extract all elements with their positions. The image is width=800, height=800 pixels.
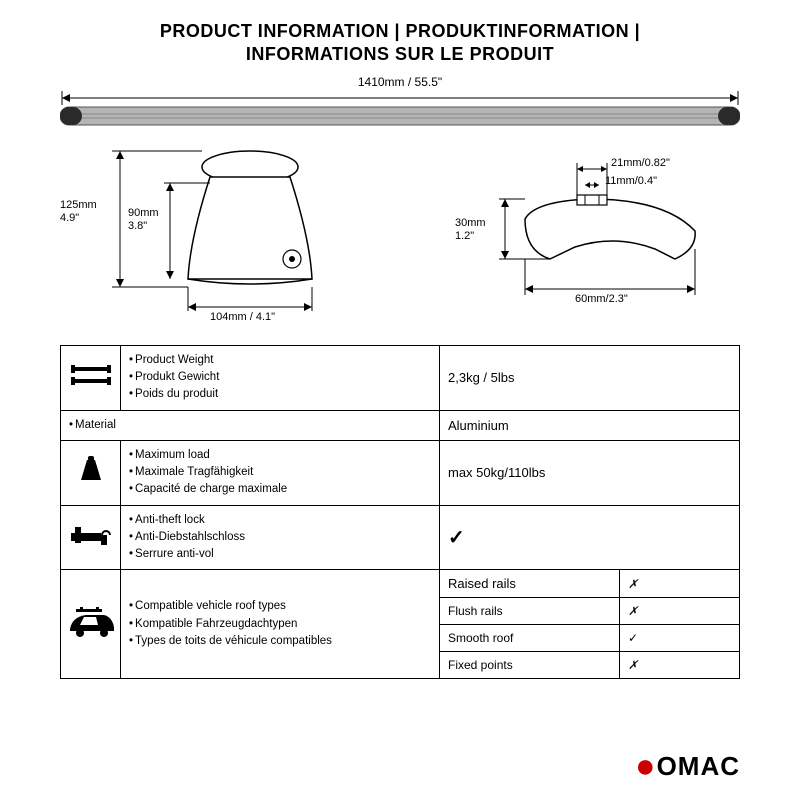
- profile-diagram: 21mm/0.82" 11mm/0.4" 30mm 1.2" 60mm/2.3": [415, 139, 740, 319]
- crossbar-drawing: [60, 103, 740, 129]
- compat-name-2: Smooth roof: [440, 625, 620, 652]
- logo-dot-icon: ●: [635, 747, 657, 785]
- maxload-labels: Maximum load Maximale Tragfähigkeit Capa…: [121, 440, 440, 505]
- spec-table: Product Weight Produkt Gewicht Poids du …: [60, 345, 740, 680]
- material-value: Aluminium: [440, 410, 740, 440]
- compat-name-3: Fixed points: [440, 652, 620, 679]
- lock-labels: Anti-theft lock Anti-Diebstahlschloss Se…: [121, 505, 440, 570]
- lock-icon: [61, 505, 121, 570]
- compat-labels: Compatible vehicle roof types Kompatible…: [121, 570, 440, 679]
- foot-diagram: 125mm 4.9" 90mm 3.8" 104mm / 4.1": [60, 139, 385, 319]
- title-line-2: INFORMATIONS SUR LE PRODUIT: [60, 43, 740, 66]
- foot-width: 104mm / 4.1": [210, 311, 275, 324]
- foot-height-inner: 90mm 3.8": [128, 207, 159, 233]
- row-lock: Anti-theft lock Anti-Diebstahlschloss Se…: [61, 505, 740, 570]
- row-maxload: Maximum load Maximale Tragfähigkeit Capa…: [61, 440, 740, 505]
- material-label: Material: [61, 410, 440, 440]
- compat-mark-1: ✗: [620, 598, 740, 625]
- row-material: Material Aluminium: [61, 410, 740, 440]
- car-icon: [61, 570, 121, 679]
- length-dimension: 1410mm / 55.5": [60, 79, 740, 99]
- row-compat-0: Compatible vehicle roof types Kompatible…: [61, 570, 740, 598]
- title-line-1: PRODUCT INFORMATION | PRODUKTINFORMATION…: [60, 20, 740, 43]
- brand-logo: ●OMAC: [635, 751, 740, 782]
- profile-slot-width: 21mm/0.82": [611, 157, 670, 170]
- row-weight: Product Weight Produkt Gewicht Poids du …: [61, 345, 740, 410]
- profile-slot-inner: 11mm/0.4": [605, 175, 657, 188]
- maxload-value: max 50kg/110lbs: [440, 440, 740, 505]
- profile-width: 60mm/2.3": [575, 293, 628, 306]
- weight-value: 2,3kg / 5lbs: [440, 345, 740, 410]
- length-label: 1410mm / 55.5": [358, 75, 442, 89]
- lock-value: [440, 505, 740, 570]
- compat-mark-0: ✗: [620, 570, 740, 598]
- compat-name-1: Flush rails: [440, 598, 620, 625]
- foot-height-outer: 125mm 4.9": [60, 199, 97, 225]
- diagrams-area: 1410mm / 55.5": [60, 79, 740, 339]
- compat-mark-3: ✗: [620, 652, 740, 679]
- maxload-icon: [61, 440, 121, 505]
- compat-mark-2: ✓: [620, 625, 740, 652]
- weight-labels: Product Weight Produkt Gewicht Poids du …: [121, 345, 440, 410]
- compat-name-0: Raised rails: [440, 570, 620, 598]
- logo-text: OMAC: [657, 751, 740, 781]
- profile-height: 30mm 1.2": [455, 217, 486, 243]
- page-title: PRODUCT INFORMATION | PRODUKTINFORMATION…: [60, 20, 740, 67]
- weight-icon: [61, 345, 121, 410]
